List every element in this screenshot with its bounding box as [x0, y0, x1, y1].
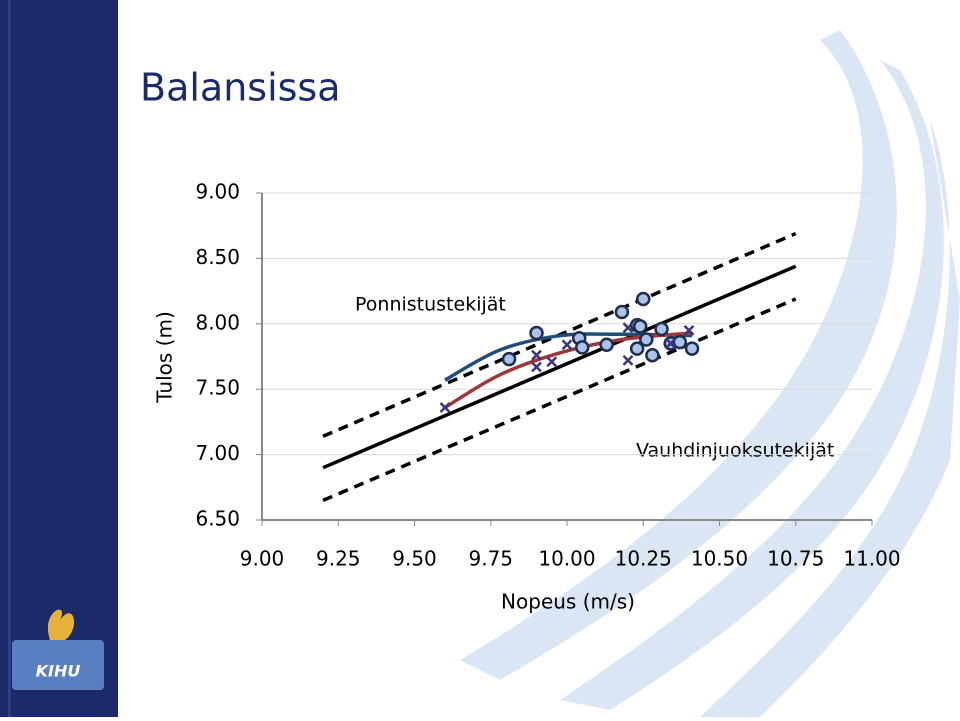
- annotation: Vauhdinjuoksutekijät: [636, 440, 834, 462]
- slide-title: Balansissa: [140, 66, 341, 110]
- y-tick-label: 7.50: [195, 376, 240, 400]
- point: [672, 334, 688, 350]
- y-tick-label: 7.00: [195, 441, 240, 465]
- trend-line: [322, 264, 797, 470]
- y-tick-label: 6.50: [195, 507, 240, 531]
- x-tick-label: 9.75: [468, 547, 513, 571]
- point: [575, 340, 590, 355]
- y-tick-label: 8.50: [195, 245, 240, 269]
- x-tick-label: 9.50: [392, 547, 437, 571]
- point: [529, 325, 544, 341]
- point: [622, 355, 634, 366]
- point: [683, 324, 695, 336]
- point: [645, 347, 660, 363]
- point: [665, 338, 677, 349]
- point: [622, 322, 634, 334]
- svg-text:KIHU: KIHU: [36, 662, 81, 681]
- point: [639, 332, 654, 347]
- point: [546, 356, 558, 368]
- background-waves: [460, 30, 960, 717]
- point: [439, 402, 451, 413]
- trend-line: [322, 297, 797, 502]
- y-tick-label: 9.00: [195, 180, 240, 204]
- x-tick-label: 11.00: [843, 547, 900, 571]
- point: [629, 341, 645, 356]
- point: [684, 341, 700, 356]
- y-tick-label: 8.00: [195, 310, 240, 334]
- x-axis-label: Nopeus (m/s): [501, 590, 635, 614]
- x-tick-label: 10.75: [767, 547, 824, 571]
- x-tick-label: 9.25: [316, 547, 361, 571]
- annotation: Ponnistustekijät: [355, 294, 506, 316]
- point: [654, 321, 669, 337]
- point: [636, 291, 651, 307]
- point: [531, 361, 542, 373]
- x-tick-label: 9.00: [240, 547, 285, 571]
- x-tick-label: 10.50: [691, 547, 748, 571]
- x-tick-label: 10.25: [615, 547, 672, 571]
- point: [531, 349, 542, 361]
- side-stripe: [8, 0, 11, 717]
- point: [614, 304, 630, 320]
- point: [632, 319, 648, 334]
- x-tick-label: 10.00: [538, 547, 595, 571]
- logo: KIHU: [12, 609, 104, 690]
- y-axis-label: Tulos (m): [153, 311, 177, 404]
- point: [599, 337, 614, 352]
- point: [501, 351, 517, 367]
- point: [561, 339, 573, 351]
- side-bar: [0, 0, 118, 717]
